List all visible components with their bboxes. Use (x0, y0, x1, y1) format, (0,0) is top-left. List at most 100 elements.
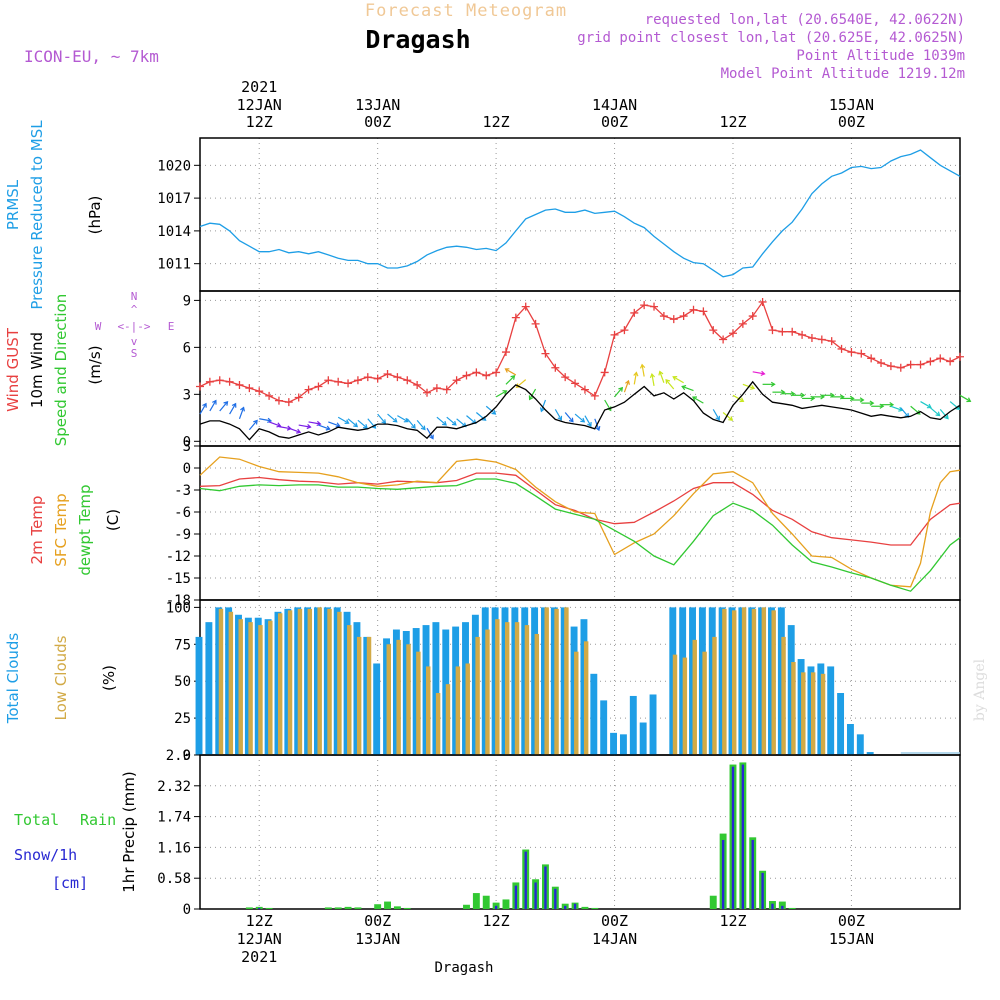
top-hour-label: 12Z (719, 113, 746, 131)
temp-2m-line (199, 472, 961, 546)
wind-gust-marker (758, 297, 767, 306)
compass-w: W (95, 320, 102, 333)
wind-gust-marker (324, 376, 333, 385)
wind-gust-marker (472, 368, 481, 377)
wind-direction-arrowhead (728, 416, 734, 421)
wind-direction-arrow (554, 409, 562, 421)
precip-snow-bar (751, 839, 754, 909)
wind-direction-arrow (446, 416, 457, 426)
y-tick-label: 2.9 (166, 748, 191, 764)
wind-direction-arrow (505, 375, 515, 385)
wind-direction-arrow (540, 399, 547, 412)
wind-direction-arrowhead (780, 389, 786, 395)
precip-total-bar (354, 907, 362, 909)
precip-snow-bar (741, 764, 745, 909)
cloud-low-bar (445, 684, 451, 755)
y-tick-label: 0 (183, 461, 191, 477)
wind-direction-arrowhead (633, 371, 639, 377)
cloud-ylabel: (%) (100, 665, 118, 691)
credit-watermark: by Angel (972, 658, 988, 721)
wind-gust-marker (669, 315, 678, 324)
wind-direction-arrow (485, 405, 496, 415)
footer-location: Dragash (434, 960, 493, 976)
wind-gust-marker (255, 387, 264, 396)
wind-gust-marker (728, 329, 737, 338)
precip-total-bar (709, 895, 717, 909)
cloud-low-bar (732, 610, 737, 755)
wind-gust-marker (877, 359, 886, 368)
precip-total-bar (334, 907, 342, 909)
y-tick-label: -18 (166, 593, 191, 609)
cloud-low-bar (307, 608, 313, 755)
bottom-hour-label: 12Z (246, 912, 273, 930)
cloud-total-bar (639, 722, 647, 755)
wind-direction-arrow (337, 416, 349, 424)
cloud-total-bar (570, 626, 578, 755)
cloud-low-bar (416, 651, 421, 755)
wind-direction-arrowhead (539, 407, 545, 413)
wind-speed-label: 10m Wind (28, 332, 46, 408)
wind-direction-arrow (328, 421, 340, 427)
cloud-low-bar (475, 636, 480, 755)
cloud-low-bar (277, 613, 283, 755)
cloud-total-bar (432, 622, 440, 755)
wind-gust-marker (738, 319, 747, 328)
wind-direction-arrowhead (276, 422, 282, 428)
wind-direction-arrowhead (411, 423, 416, 429)
wind-gust-marker (600, 368, 609, 377)
wind-direction-arrowhead (212, 399, 217, 405)
precip-total-bar (403, 907, 411, 909)
wind-direction-arrowhead (618, 386, 624, 392)
wind-direction-arrowhead (253, 419, 258, 425)
wind-gust-marker (719, 335, 728, 344)
wind-direction-arrowhead (839, 394, 845, 400)
wind-gust-line (199, 300, 961, 403)
cloud-low-bar (396, 639, 401, 755)
cloud-low-bar (820, 673, 826, 755)
wind-direction-arrow (659, 371, 665, 383)
wind-direction-arrowhead (830, 392, 835, 398)
wind-direction-arrowhead (944, 414, 949, 420)
cloud-low-bar (554, 608, 559, 755)
wind-gust-marker (413, 380, 422, 389)
top-date-label: 12JAN (237, 96, 282, 114)
wind-direction-arrowhead (316, 420, 322, 427)
precip-snow-bar (494, 905, 498, 909)
cloud-low-bar (741, 607, 747, 755)
wind-direction-label: Speed and Direction (52, 294, 70, 447)
wind-direction-arrow (318, 424, 330, 430)
precip-snow-bar (721, 839, 725, 909)
wind-gust-marker (561, 373, 570, 382)
y-tick-label: -12 (166, 549, 191, 565)
bottom-date-label: 13JAN (355, 930, 400, 948)
wind-gust-marker (541, 349, 550, 358)
wind-gust-marker (511, 313, 520, 322)
cloud-total-bar (600, 700, 608, 755)
cloud-low-bar (504, 622, 510, 755)
cloud-total-bar (412, 628, 420, 755)
wind-direction-arrow (564, 412, 574, 423)
precip-snow-bar (554, 888, 557, 909)
wind-gust-marker (936, 354, 945, 363)
precip-snow-bar (731, 766, 735, 909)
cloud-total-bar (195, 636, 203, 755)
wind-direction-arrowhead (344, 419, 350, 424)
cloud-low-bar (702, 651, 707, 755)
cloud-low-bar (347, 625, 352, 755)
cloud-low-bar (495, 619, 500, 755)
temp-sfc-label: SFC Temp (52, 493, 70, 566)
cloud-low-bar (465, 663, 470, 755)
cloud-low-bar (524, 625, 530, 755)
wind-gust-marker (630, 308, 639, 317)
wind-gust-marker (314, 382, 323, 391)
cloud-low-bar (268, 620, 273, 755)
wind-gust-marker (788, 327, 797, 336)
cloud-low-bar (435, 693, 441, 755)
wind-gust-marker (699, 307, 708, 316)
wind-direction-arrow (347, 418, 358, 427)
precip-snow-label: Snow/1h (14, 846, 77, 864)
pressure-line (199, 149, 961, 278)
cloud-low-bar (810, 672, 816, 755)
wind-direction-arrow (495, 390, 507, 398)
